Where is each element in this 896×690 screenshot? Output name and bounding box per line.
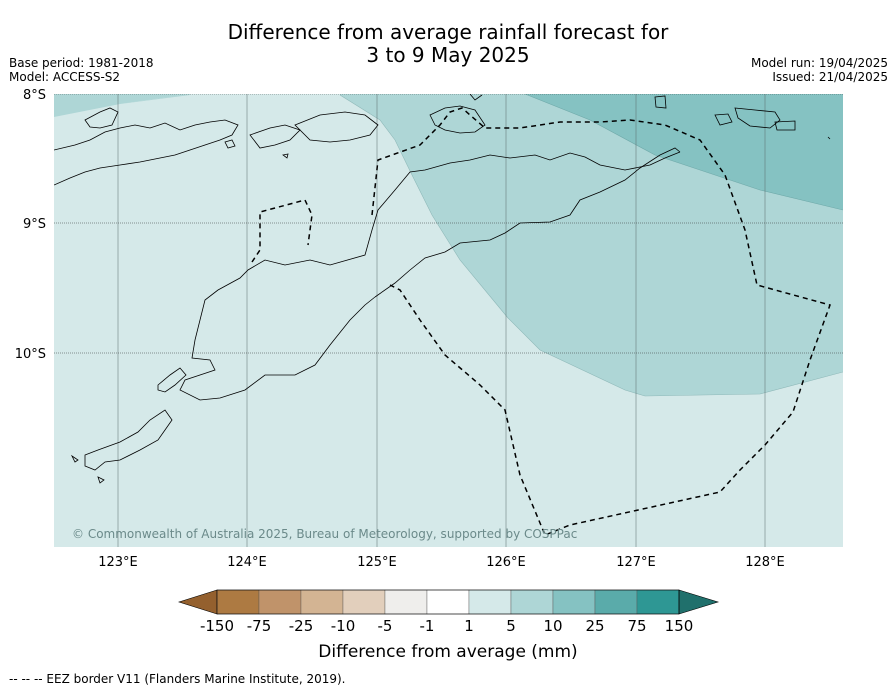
lat-label-10s: 10°S <box>15 347 46 362</box>
title-line-1: Difference from average rainfall forecas… <box>227 20 669 44</box>
colorbar-outline <box>216 589 680 615</box>
colorbar-swatch <box>216 589 260 615</box>
colorbar-tick-label: -1 <box>420 617 435 635</box>
colorbar-tick-label: 75 <box>627 617 646 635</box>
base-period: Base period: 1981-2018 <box>9 56 154 70</box>
rain-region-5-to-10 <box>54 94 843 396</box>
lon-label-128e: 128°E <box>745 555 785 570</box>
colorbar-tick-labels: -150 -75 -25 -10 -5 -1 1 5 10 25 75 150 <box>200 617 693 635</box>
colorbar-tick-label: 1 <box>464 617 474 635</box>
eez-legend: -- -- -- EEZ border V11 (Flanders Marine… <box>9 672 346 686</box>
colorbar-swatch <box>552 589 596 615</box>
issued-date: Issued: 21/04/2025 <box>772 70 888 84</box>
colorbar-tick-label: 150 <box>665 617 694 635</box>
lon-label-125e: 125°E <box>357 555 397 570</box>
lon-label-127e: 127°E <box>616 555 656 570</box>
parallel-lines <box>54 94 843 354</box>
colorbar-swatch <box>510 589 554 615</box>
colorbar-swatch <box>384 589 428 615</box>
colorbar-over-arrow <box>678 589 720 615</box>
colorbar-tick-label: -150 <box>200 617 234 635</box>
colorbar-swatch <box>594 589 638 615</box>
coastlines <box>54 94 831 484</box>
colorbar-swatch <box>342 589 386 615</box>
colorbar-swatch <box>636 589 680 615</box>
colorbar-tick-label: -25 <box>289 617 314 635</box>
colorbar-swatch <box>468 589 512 615</box>
colorbar-tick-label: -75 <box>247 617 272 635</box>
colorbar-tick-label: 25 <box>585 617 604 635</box>
lon-label-124e: 124°E <box>227 555 267 570</box>
copyright-text: © Commonwealth of Australia 2025, Bureau… <box>72 527 577 541</box>
colorbar-label: Difference from average (mm) <box>318 642 577 662</box>
colorbar-tick-label: 10 <box>543 617 562 635</box>
colorbar-tick-label: -10 <box>331 617 356 635</box>
lon-label-126e: 126°E <box>486 555 526 570</box>
colorbar-tick-label: -5 <box>378 617 393 635</box>
lon-label-123e: 123°E <box>98 555 138 570</box>
eez-borders <box>251 107 831 536</box>
rain-region-5-to-10-west <box>54 94 190 117</box>
title-line-2: 3 to 9 May 2025 <box>366 43 530 67</box>
colorbar-swatch <box>258 589 302 615</box>
colorbar <box>178 589 720 615</box>
rain-region-10-to-25 <box>525 94 843 210</box>
colorbar-under-arrow <box>178 589 218 615</box>
colorbar-swatch <box>300 589 344 615</box>
model-run: Model run: 19/04/2025 <box>750 56 888 70</box>
colorbar-tick-label: 5 <box>506 617 516 635</box>
lat-label-8s: 8°S <box>23 88 46 103</box>
lat-label-9s: 9°S <box>23 217 46 232</box>
model-name: Model: ACCESS-S2 <box>9 70 121 84</box>
colorbar-swatch <box>426 589 470 615</box>
